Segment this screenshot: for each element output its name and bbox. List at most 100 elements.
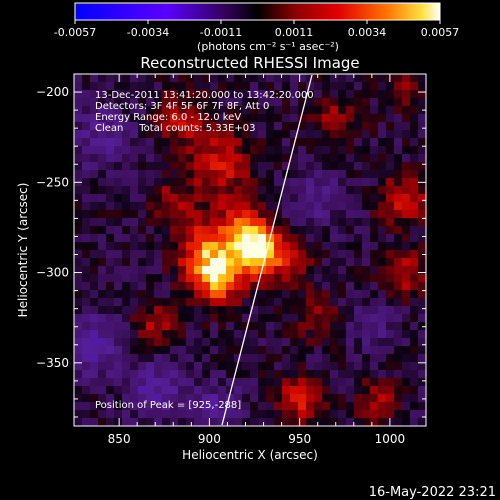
heatmap-cell — [194, 322, 203, 331]
heatmap-cell — [354, 402, 363, 411]
heatmap-cell — [178, 194, 187, 203]
heatmap-cell — [170, 186, 179, 195]
heatmap-cell — [90, 386, 99, 395]
heatmap-cell — [322, 226, 331, 235]
heatmap-cell — [114, 122, 123, 131]
heatmap-cell — [74, 114, 83, 123]
heatmap-cell — [186, 242, 195, 251]
heatmap-cell — [98, 314, 107, 323]
heatmap-cell — [402, 314, 411, 323]
heatmap-cell — [338, 314, 347, 323]
heatmap-cell — [82, 346, 91, 355]
heatmap-cell — [234, 314, 243, 323]
heatmap-cell — [258, 154, 267, 163]
heatmap-cell — [266, 274, 275, 283]
heatmap-cell — [218, 314, 227, 323]
heatmap-cell — [178, 354, 187, 363]
heatmap-cell — [282, 98, 291, 107]
heatmap-cell — [282, 314, 291, 323]
heatmap-cell — [402, 362, 411, 371]
heatmap-cell — [202, 394, 211, 403]
heatmap-cell — [218, 130, 227, 139]
heatmap-cell — [338, 402, 347, 411]
heatmap-cell — [122, 74, 131, 83]
heatmap-cell — [338, 106, 347, 115]
heatmap-cell — [250, 210, 259, 219]
heatmap-cell — [362, 290, 371, 299]
heatmap-cell — [202, 162, 211, 171]
heatmap-cell — [338, 394, 347, 403]
heatmap-cell — [146, 258, 155, 267]
heatmap-cell — [418, 114, 426, 123]
heatmap-cell — [394, 202, 403, 211]
heatmap-cell — [226, 370, 235, 379]
heatmap-cell — [418, 258, 426, 267]
heatmap-cell — [274, 266, 283, 275]
heatmap-cell — [274, 258, 283, 267]
heatmap-cell — [130, 290, 139, 299]
heatmap-cell — [322, 234, 331, 243]
heatmap-cell — [338, 122, 347, 131]
heatmap-cell — [354, 274, 363, 283]
heatmap-cell — [298, 82, 307, 91]
heatmap-cell — [74, 370, 83, 379]
heatmap-cell — [90, 162, 99, 171]
heatmap-cell — [234, 394, 243, 403]
heatmap-cell — [82, 298, 91, 307]
heatmap-cell — [82, 122, 91, 131]
heatmap-cell — [330, 306, 339, 315]
y-tick-label: −250 — [36, 175, 69, 189]
heatmap-cell — [234, 346, 243, 355]
heatmap-cell — [146, 362, 155, 371]
heatmap-cell — [298, 298, 307, 307]
heatmap-cell — [194, 178, 203, 187]
heatmap-cell — [322, 130, 331, 139]
heatmap-cell — [346, 298, 355, 307]
heatmap-cell — [194, 402, 203, 411]
heatmap-cell — [282, 162, 291, 171]
heatmap-cell — [378, 410, 387, 419]
heatmap-cell — [386, 242, 395, 251]
heatmap-cell — [178, 74, 187, 83]
heatmap-cell — [90, 154, 99, 163]
heatmap-cell — [338, 338, 347, 347]
heatmap-cell — [274, 130, 283, 139]
heatmap-cell — [90, 210, 99, 219]
heatmap-cell — [90, 258, 99, 267]
heatmap-cell — [362, 226, 371, 235]
heatmap-cell — [82, 410, 91, 419]
heatmap-cell — [410, 346, 419, 355]
heatmap-cell — [146, 370, 155, 379]
heatmap-cell — [234, 402, 243, 411]
heatmap-cell — [362, 114, 371, 123]
heatmap-cell — [82, 202, 91, 211]
heatmap-cell — [178, 338, 187, 347]
heatmap-cell — [306, 418, 315, 426]
heatmap-cell — [314, 106, 323, 115]
heatmap-cell — [386, 162, 395, 171]
heatmap-cell — [146, 418, 155, 426]
heatmap-cell — [130, 282, 139, 291]
heatmap-cell — [138, 82, 147, 91]
heatmap-cell — [298, 394, 307, 403]
heatmap-cell — [386, 362, 395, 371]
heatmap-cell — [258, 250, 267, 259]
heatmap-cell — [146, 122, 155, 131]
heatmap-cell — [98, 290, 107, 299]
heatmap-cell — [98, 378, 107, 387]
heatmap-cell — [386, 314, 395, 323]
heatmap-cell — [386, 266, 395, 275]
heatmap-cell — [82, 218, 91, 227]
heatmap-cell — [90, 322, 99, 331]
heatmap-cell — [258, 354, 267, 363]
heatmap-cell — [354, 218, 363, 227]
heatmap-cell — [322, 418, 331, 426]
heatmap-cell — [386, 90, 395, 99]
heatmap-cell — [362, 202, 371, 211]
heatmap-cell — [234, 274, 243, 283]
heatmap-cell — [162, 234, 171, 243]
colorbar-tick-label: 0.0011 — [275, 26, 314, 39]
heatmap-cell — [378, 386, 387, 395]
heatmap-cell — [130, 258, 139, 267]
heatmap-cell — [314, 210, 323, 219]
